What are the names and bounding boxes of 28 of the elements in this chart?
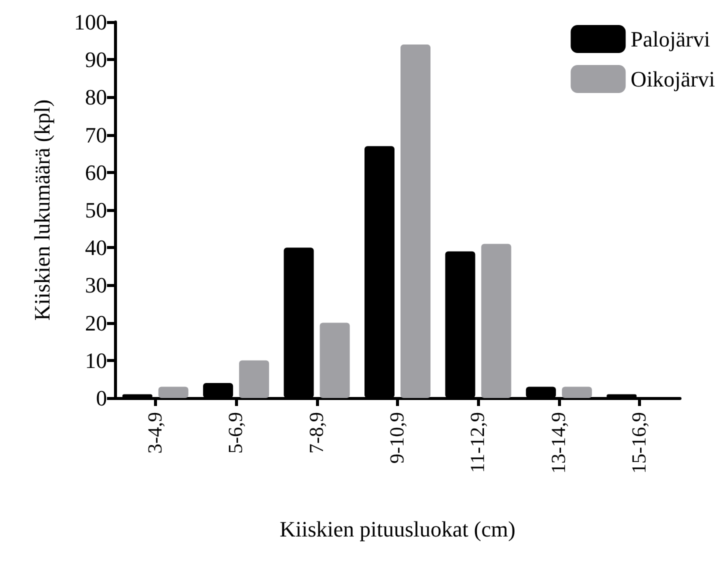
bar	[481, 244, 512, 398]
x-tick-label: 13-14,9	[548, 412, 570, 474]
y-tick-label: 70	[85, 122, 107, 148]
y-tick-label: 10	[85, 348, 107, 373]
x-tick-label: 9-10,9	[386, 412, 408, 464]
y-tick-label: 30	[85, 272, 107, 298]
bar	[239, 360, 270, 398]
bar	[158, 386, 188, 398]
bar	[562, 386, 592, 398]
y-tick-label: 20	[85, 310, 107, 336]
x-tick-label: 5-6,9	[225, 412, 248, 454]
legend-label: Oikojärvi	[630, 66, 716, 92]
x-tick-label: 15-16,9	[628, 412, 651, 474]
bar	[320, 322, 350, 398]
y-tick-label: 80	[85, 84, 107, 110]
y-tick-label: 0	[96, 386, 107, 410]
bar	[400, 44, 430, 398]
y-tick-label: 100	[74, 10, 107, 34]
legend-label: Palojärvi	[630, 26, 710, 52]
x-tick-label: 3-4,9	[144, 412, 166, 454]
y-tick-label: 50	[85, 198, 107, 222]
y-axis-title: Kiiskien lukumäärä (kpl)	[30, 99, 54, 321]
y-tick-label: 60	[85, 160, 107, 185]
y-tick-label: 90	[85, 47, 107, 72]
x-tick-label: 11-12,9	[467, 412, 490, 473]
x-tick-label: 7-8,9	[306, 412, 328, 454]
x-axis-title: Kiiskien pituusluokat (cm)	[280, 516, 516, 542]
y-tick-label: 40	[85, 235, 107, 260]
